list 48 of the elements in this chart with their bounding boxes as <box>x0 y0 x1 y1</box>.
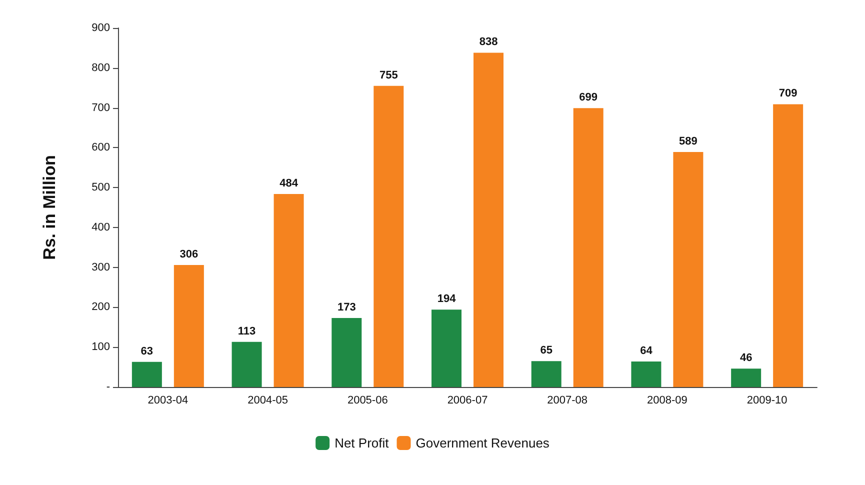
y-tick-label: 300 <box>92 261 110 274</box>
data-label: 65 <box>540 344 552 357</box>
x-tick-label: 2005-06 <box>347 394 388 406</box>
legend-label: Net Profit <box>334 436 390 450</box>
bar <box>773 104 804 387</box>
x-tick-label: 2004-05 <box>248 394 288 406</box>
data-label: 113 <box>238 325 256 338</box>
data-label: 589 <box>679 136 698 148</box>
x-tick-label: 2009-10 <box>746 394 788 406</box>
x-tick-label: 2007-08 <box>547 394 588 406</box>
bar <box>673 152 704 387</box>
data-label: 755 <box>379 69 398 82</box>
data-label: 64 <box>640 344 654 357</box>
data-label: 194 <box>437 293 457 306</box>
y-tick-label: 700 <box>92 102 110 114</box>
bar <box>332 318 362 387</box>
bar <box>731 368 762 387</box>
bar <box>174 264 204 387</box>
bar <box>232 342 262 387</box>
data-label: 484 <box>280 177 299 190</box>
x-tick-label: 2003-04 <box>148 394 188 406</box>
bar <box>573 108 604 387</box>
y-tick-label: 500 <box>92 182 110 194</box>
y-tick-label: 100 <box>92 341 110 354</box>
data-label: 709 <box>778 88 798 100</box>
bar <box>531 361 562 387</box>
y-tick-label: 400 <box>92 221 110 234</box>
bar <box>432 310 462 387</box>
y-tick-label: 900 <box>92 22 110 34</box>
data-label: 46 <box>740 352 752 364</box>
y-tick-label: 600 <box>92 142 110 154</box>
bar <box>274 194 304 387</box>
bar <box>631 361 662 387</box>
data-label: 838 <box>479 36 498 48</box>
data-label: 173 <box>337 301 356 314</box>
y-tick-label: 800 <box>92 62 110 74</box>
bar <box>374 86 404 387</box>
bar <box>132 362 162 387</box>
bar <box>474 52 504 387</box>
x-tick-label: 2006-07 <box>447 394 488 406</box>
data-label: 63 <box>140 345 154 358</box>
y-tick-label: 200 <box>92 301 110 314</box>
data-label: 306 <box>180 248 198 260</box>
legend-label: Government Revenues <box>416 436 550 450</box>
data-label: 699 <box>579 92 598 104</box>
x-tick-label: 2008-09 <box>647 394 688 406</box>
y-axis-title: Rs. in Million <box>40 155 59 260</box>
y-tick-label: - <box>106 381 110 393</box>
